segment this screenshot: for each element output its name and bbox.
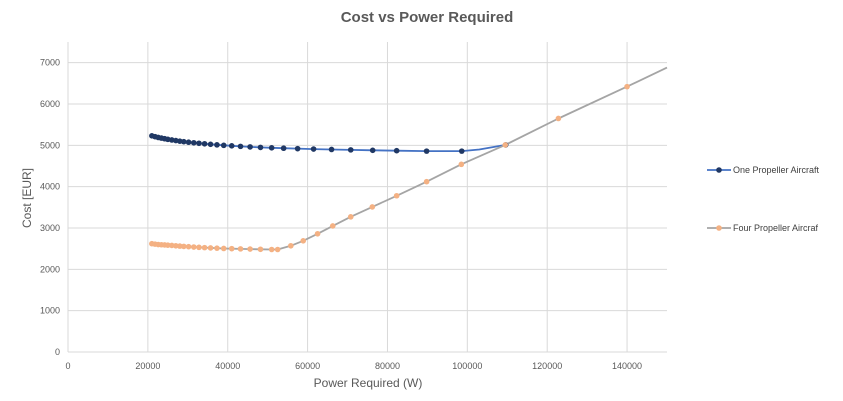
data-point: [220, 245, 227, 252]
data-point: [458, 148, 465, 154]
x-tick-label: 140000: [612, 361, 642, 371]
data-point: [181, 243, 187, 250]
data-point: [369, 204, 376, 210]
data-point: [347, 214, 354, 220]
data-point: [423, 178, 430, 185]
data-point: [165, 242, 171, 248]
y-tick-label: 7000: [40, 58, 60, 68]
legend-label: One Propeller Aircraft: [733, 165, 820, 175]
data-point: [624, 83, 630, 90]
y-tick-label: 4000: [40, 182, 60, 192]
data-point: [423, 148, 430, 154]
data-point: [257, 246, 264, 253]
data-point: [268, 246, 275, 253]
data-point: [288, 242, 294, 249]
y-tick-label: 6000: [40, 99, 60, 109]
y-tick-label: 3000: [40, 223, 60, 233]
data-point: [280, 145, 287, 152]
data-point: [294, 145, 301, 152]
data-point: [369, 147, 376, 154]
data-point: [237, 246, 244, 252]
series-markers: [149, 83, 630, 253]
data-point: [393, 147, 400, 154]
data-point: [220, 142, 227, 149]
x-axis-title: Power Required (W): [314, 376, 423, 390]
x-tick-label: 0: [65, 361, 70, 371]
legend-label: Four Propeller Aircraf: [733, 223, 819, 233]
x-tick-label: 120000: [532, 361, 562, 371]
series-lines: [151, 66, 668, 251]
data-point: [185, 139, 192, 146]
x-tick-labels: 0 20000 40000 60000 80000 100000 120000 140000: [65, 361, 642, 371]
data-point: [329, 223, 336, 229]
data-point: [185, 243, 192, 250]
data-point: [257, 144, 264, 151]
data-point: [237, 143, 244, 150]
data-point: [181, 138, 187, 145]
data-point: [190, 139, 197, 146]
x-tick-label: 60000: [295, 361, 320, 371]
data-point: [214, 245, 220, 251]
data-point: [247, 246, 253, 252]
legend-marker: [716, 225, 722, 231]
data-point: [173, 242, 179, 249]
data-point: [458, 161, 465, 168]
grid: [68, 42, 667, 352]
x-tick-label: 80000: [375, 361, 400, 371]
y-tick-label: 1000: [40, 306, 60, 316]
y-tick-label: 5000: [40, 140, 60, 150]
x-tick-label: 40000: [215, 361, 240, 371]
data-point: [274, 246, 281, 253]
y-tick-labels: 0 1000 2000 3000 4000 5000 6000 7000: [40, 58, 60, 357]
data-point: [555, 115, 562, 122]
legend-marker: [716, 167, 722, 173]
data-point: [207, 141, 214, 148]
y-tick-label: 0: [55, 347, 60, 357]
data-point: [190, 244, 197, 250]
data-point: [207, 245, 214, 251]
axes: [67, 42, 667, 353]
data-point: [214, 142, 220, 148]
data-point: [247, 144, 253, 150]
data-point: [196, 244, 202, 251]
data-point: [310, 146, 317, 152]
data-point: [228, 245, 235, 252]
data-point: [201, 140, 208, 147]
data-point: [268, 145, 275, 151]
data-point: [201, 244, 208, 251]
y-axis-title: Cost [EUR]: [20, 168, 34, 228]
data-point: [314, 230, 321, 237]
x-tick-label: 100000: [452, 361, 482, 371]
data-point: [196, 140, 202, 147]
data-point: [328, 146, 335, 153]
data-point: [393, 192, 400, 199]
data-point: [347, 147, 354, 153]
data-point: [502, 142, 509, 148]
legend: One Propeller Aircraft Four Propeller Air…: [707, 165, 820, 233]
chart-title: Cost vs Power Required: [341, 9, 514, 26]
x-tick-label: 20000: [135, 361, 160, 371]
data-point: [169, 242, 175, 249]
data-point: [300, 238, 307, 244]
data-point: [228, 143, 235, 149]
data-point: [177, 243, 183, 249]
y-tick-label: 2000: [40, 264, 60, 274]
series-line-2: [151, 66, 668, 251]
